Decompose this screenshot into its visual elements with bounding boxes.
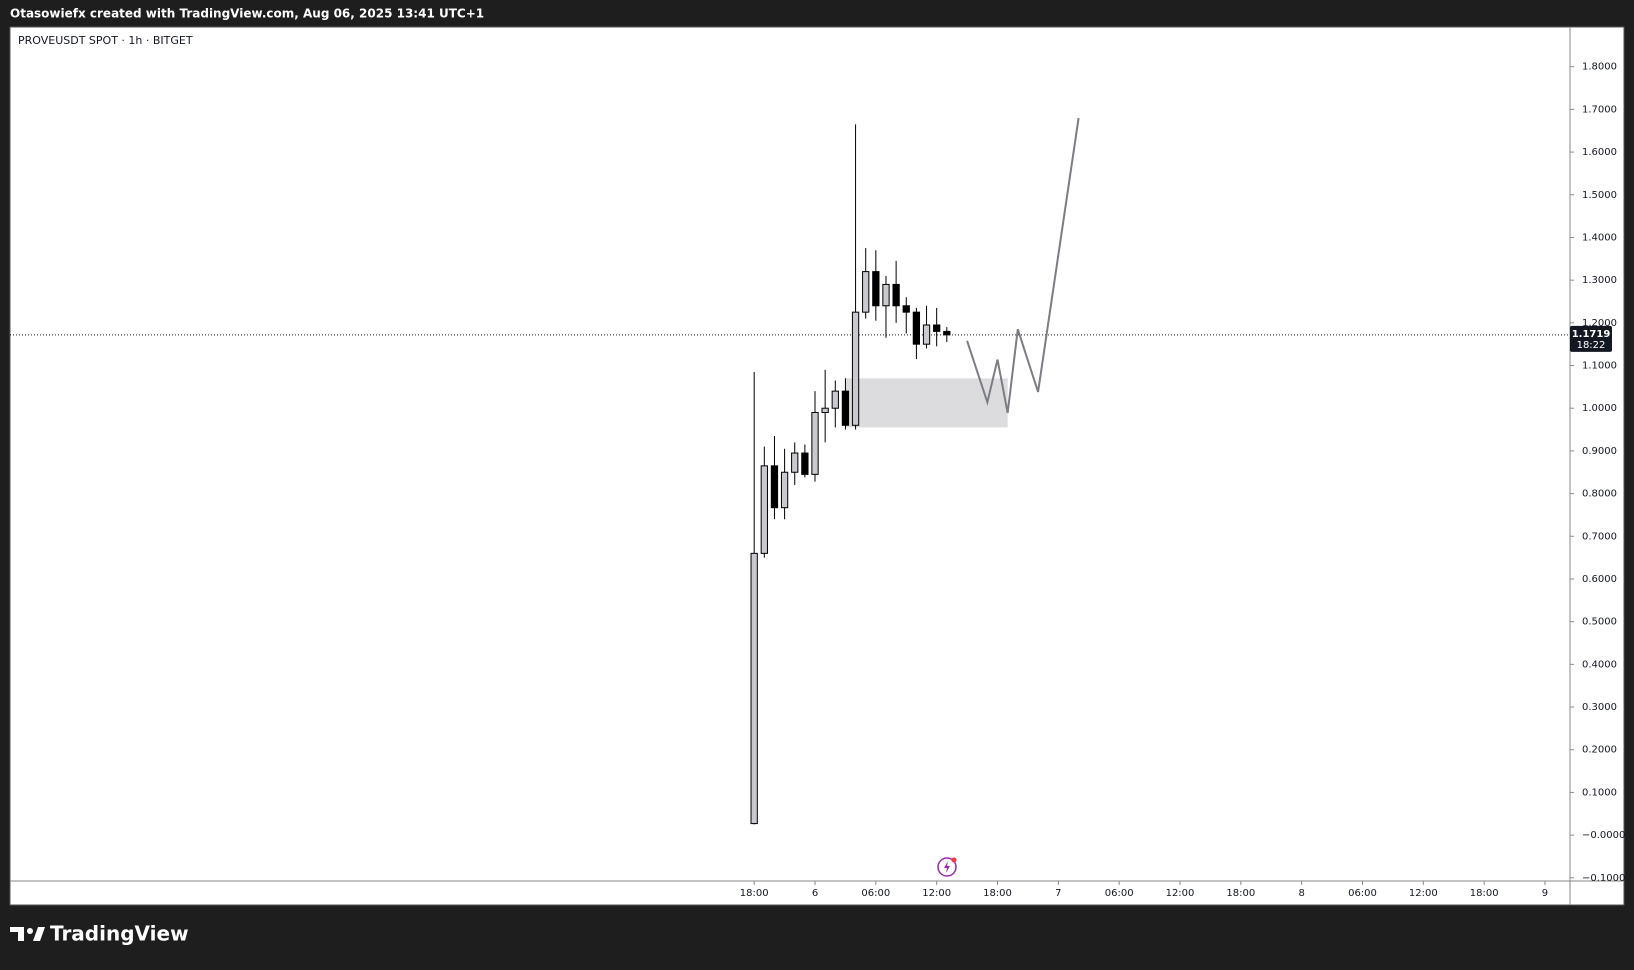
y-tick-label: 0.4000 xyxy=(1582,659,1617,670)
x-tick-label: 06:00 xyxy=(1348,888,1377,899)
header-text: Otasowiefx created with TradingView.com,… xyxy=(10,7,484,21)
candle-body xyxy=(821,407,829,413)
candle-body xyxy=(882,283,890,307)
x-tick-label: 18:00 xyxy=(983,888,1012,899)
price-axis: −0.1000 −0.0000 0.1000 0.2000 0.3000 0.4000 0.… xyxy=(1570,62,1625,884)
last-price-box xyxy=(1570,325,1612,352)
y-tick-label: 0.6000 xyxy=(1582,574,1617,585)
tv-logo-icon xyxy=(10,927,45,941)
x-tick-label: 06:00 xyxy=(1105,888,1134,899)
candle-body xyxy=(872,271,880,307)
y-tick-label: −0.0000 xyxy=(1582,830,1625,841)
candle-body xyxy=(750,552,758,825)
y-tick-label: 1.6000 xyxy=(1582,147,1617,158)
candle-body xyxy=(760,465,768,554)
candle-body xyxy=(922,324,931,345)
x-tick-label: 18:00 xyxy=(740,888,769,899)
y-tick-label: 1.3000 xyxy=(1582,275,1617,286)
plot xyxy=(10,117,1570,825)
y-tick-label: 1.8000 xyxy=(1582,62,1617,73)
y-tick-label: 0.1000 xyxy=(1582,787,1617,798)
candle-body xyxy=(780,471,789,509)
y-tick-label: 1.4000 xyxy=(1582,232,1617,243)
countdown-label: 18:22 xyxy=(1577,340,1606,351)
zone xyxy=(845,378,1008,428)
candle-body xyxy=(851,311,860,426)
candle-body xyxy=(933,324,941,332)
y-tick-label: 0.8000 xyxy=(1582,489,1617,500)
candle-body xyxy=(902,305,910,313)
y-tick-label: 0.9000 xyxy=(1582,446,1617,457)
y-tick-label: 1.5000 xyxy=(1582,190,1617,201)
x-tick-label: 18:00 xyxy=(1470,888,1499,899)
y-tick-label: 1.1000 xyxy=(1582,361,1617,372)
candle-body xyxy=(862,271,870,313)
footer-logo: TradingView xyxy=(50,922,189,946)
x-tick-label: 6 xyxy=(812,888,818,899)
y-tick-label: 1.2000 xyxy=(1582,318,1617,329)
y-tick-label: 0.7000 xyxy=(1582,531,1617,542)
x-tick-label: 12:00 xyxy=(1166,888,1195,899)
y-tick-label: 1.7000 xyxy=(1582,104,1617,115)
y-tick-label: −0.1000 xyxy=(1582,873,1625,884)
candle-body xyxy=(912,311,921,345)
x-tick-label: 12:00 xyxy=(922,888,951,899)
x-tick-label: 06:00 xyxy=(861,888,890,899)
candle-body xyxy=(791,452,799,473)
candle-body xyxy=(831,390,839,409)
y-tick-label: 0.5000 xyxy=(1582,617,1617,628)
flash-icon xyxy=(937,857,957,877)
candle-body xyxy=(892,283,900,307)
x-tick-label: 9 xyxy=(1542,888,1548,899)
candle-body xyxy=(943,330,951,336)
x-tick-label: 18:00 xyxy=(1226,888,1255,899)
y-tick-label: 0.2000 xyxy=(1582,745,1617,756)
candle-body xyxy=(811,411,819,475)
last-price-label: 1.1719 xyxy=(1572,329,1611,340)
projection-line xyxy=(966,117,1080,414)
y-tick-label: 0.3000 xyxy=(1582,702,1617,713)
x-tick-label: 8 xyxy=(1298,888,1304,899)
candle-body xyxy=(841,390,850,426)
y-tick-label: 1.0000 xyxy=(1582,403,1617,414)
x-tick-label: 12:00 xyxy=(1409,888,1438,899)
x-tick-label: 7 xyxy=(1055,888,1061,899)
candle-body xyxy=(801,452,809,475)
symbol-title: PROVEUSDT SPOT · 1h · BITGET xyxy=(18,34,193,47)
candle-body xyxy=(770,465,779,509)
